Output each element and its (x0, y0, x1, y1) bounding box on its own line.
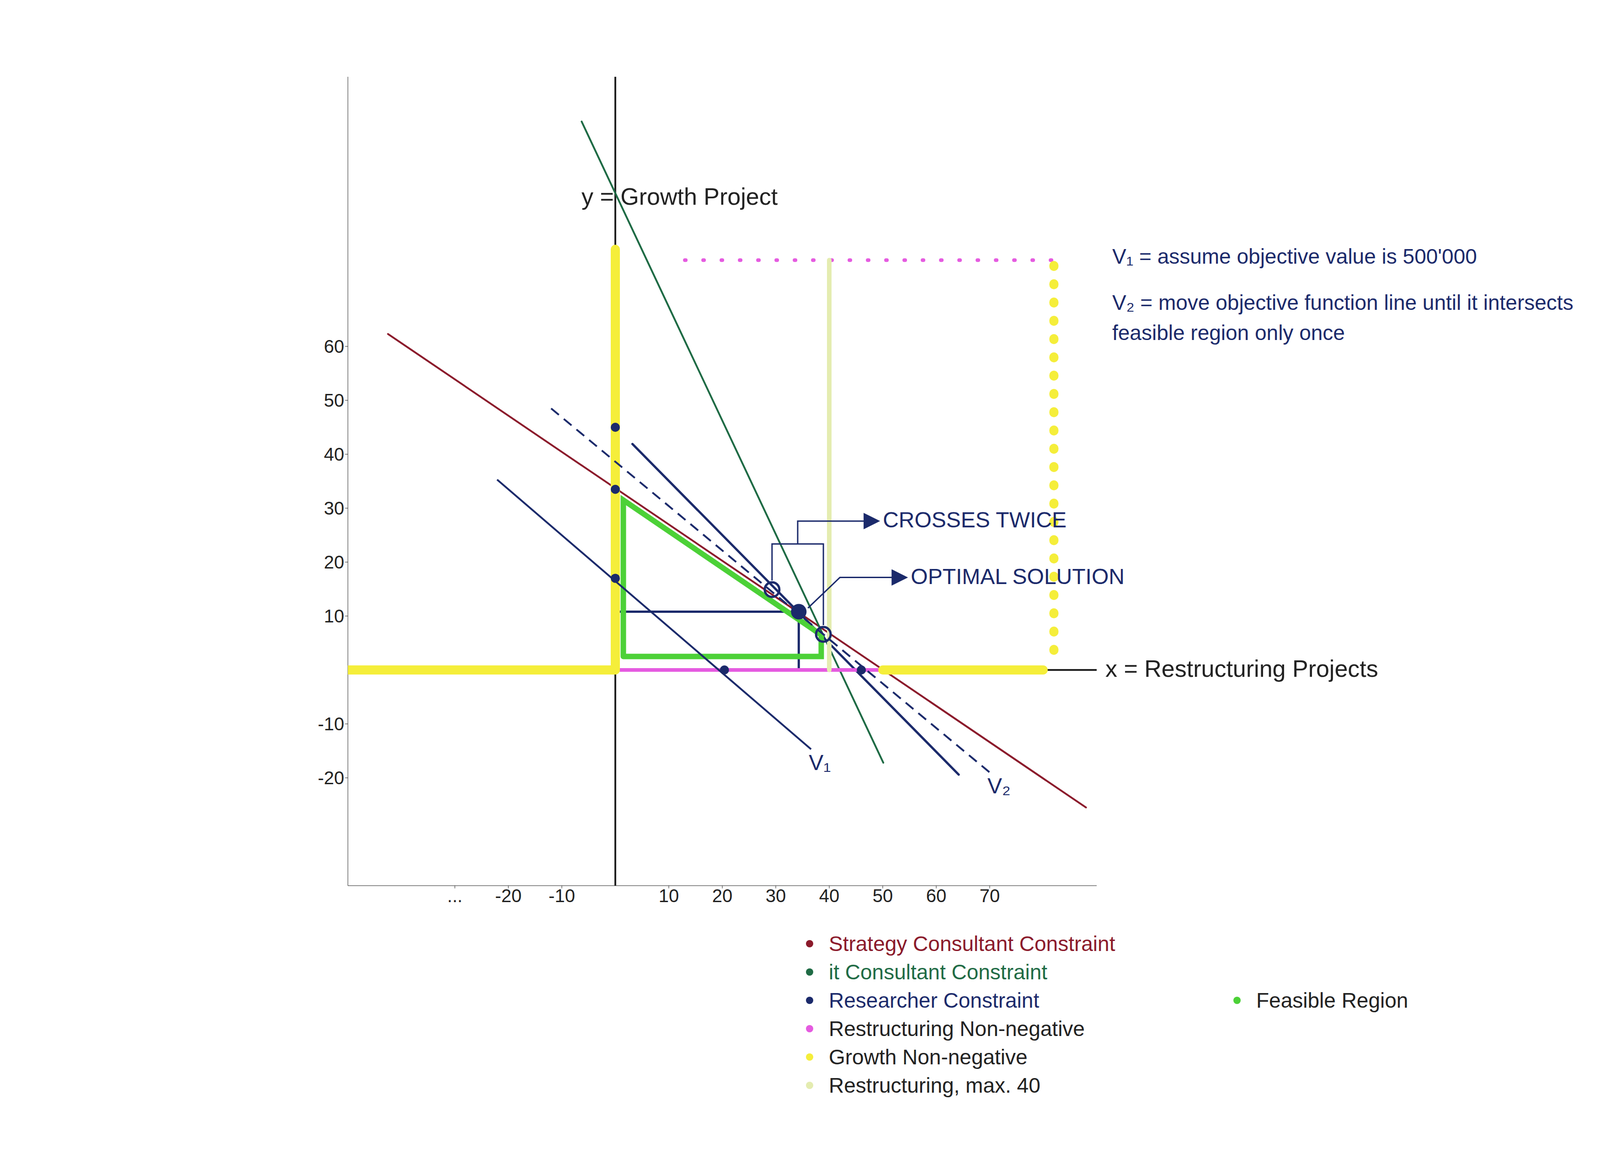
html-text:OPTIMAL SOLUTION: OPTIMAL SOLUTION (910, 564, 1125, 589)
svg-text:10: 10 (658, 885, 680, 907)
svg-text:40: 40 (324, 444, 345, 465)
html-text:Feasible Region: Feasible Region (1256, 988, 1409, 1013)
svg-text:60: 60 (926, 885, 947, 907)
svg-text:40: 40 (819, 885, 840, 907)
svg-text:10: 10 (324, 606, 345, 627)
svg-text:20: 20 (712, 885, 733, 907)
html-text:CROSSES TWICE: CROSSES TWICE (882, 507, 1067, 533)
svg-text:70: 70 (979, 885, 1001, 907)
html-text:Growth Non-negative: Growth Non-negative (828, 1045, 1028, 1070)
html-text:x = Restructuring Projects: x = Restructuring Projects (1105, 655, 1379, 683)
html-text:y = Growth Project: y = Growth Project (581, 183, 778, 210)
svg-text:30: 30 (324, 498, 345, 519)
svg-text:-20: -20 (317, 768, 345, 789)
html-text:V₂: V₂ (987, 774, 1011, 799)
html-text:V₁ = assume objective value is: V₁ = assume objective value is 500'000 (1112, 244, 1477, 269)
svg-text:30: 30 (765, 885, 787, 907)
svg-text:-10: -10 (317, 714, 345, 735)
html-text:V₁: V₁ (808, 750, 831, 776)
html-text:Strategy Consultant Constraint: Strategy Consultant Constraint (828, 932, 1116, 956)
svg-text:-20: -20 (495, 885, 522, 907)
svg-text:-10: -10 (548, 885, 576, 907)
svg-text:50: 50 (324, 390, 345, 411)
html-text:it Consultant Constraint: it Consultant Constraint (828, 960, 1048, 985)
svg-text:50: 50 (872, 885, 894, 907)
html-text:Restructuring Non-negative: Restructuring Non-negative (828, 1017, 1085, 1041)
svg-text:20: 20 (324, 552, 345, 573)
svg-text:60: 60 (324, 336, 345, 357)
html-text:Researcher Constraint: Researcher Constraint (828, 988, 1040, 1013)
html-text:Restructuring, max. 40: Restructuring, max. 40 (828, 1073, 1041, 1098)
html-text:V₂ = move objective function l: V₂ = move objective function line until … (1112, 290, 1574, 345)
svg-text:...: ... (447, 885, 463, 907)
